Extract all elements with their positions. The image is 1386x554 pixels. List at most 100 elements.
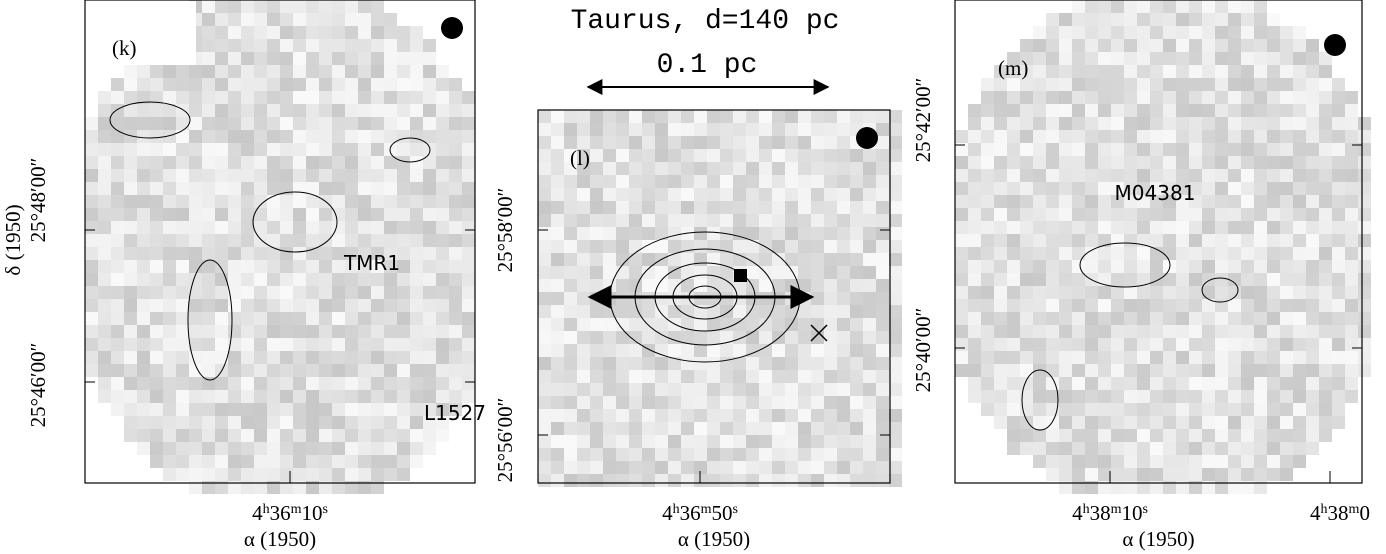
map-pixel xyxy=(332,312,345,325)
map-pixel xyxy=(837,227,850,240)
map-pixel xyxy=(358,416,371,429)
map-pixel xyxy=(1124,234,1137,247)
map-pixel xyxy=(1267,286,1280,299)
map-pixel xyxy=(551,344,564,357)
map-pixel xyxy=(1358,351,1371,364)
map-pixel xyxy=(397,377,410,390)
map-pixel xyxy=(124,299,137,312)
map-pixel xyxy=(746,422,759,435)
map-pixel xyxy=(1033,117,1046,130)
map-pixel xyxy=(1098,351,1111,364)
map-pixel xyxy=(397,39,410,52)
map-pixel xyxy=(1033,442,1046,455)
map-pixel xyxy=(655,149,668,162)
map-pixel xyxy=(1202,312,1215,325)
map-pixel xyxy=(837,383,850,396)
map-pixel xyxy=(1163,234,1176,247)
map-pixel xyxy=(1046,65,1059,78)
map-pixel xyxy=(215,221,228,234)
map-pixel xyxy=(397,221,410,234)
map-pixel xyxy=(332,286,345,299)
map-pixel xyxy=(111,312,124,325)
map-pixel xyxy=(280,377,293,390)
map-pixel xyxy=(332,416,345,429)
map-pixel xyxy=(280,91,293,104)
map-pixel xyxy=(1358,169,1371,182)
map-pixel xyxy=(1280,91,1293,104)
map-pixel xyxy=(564,474,577,487)
map-pixel xyxy=(811,214,824,227)
map-pixel xyxy=(358,312,371,325)
map-pixel xyxy=(772,214,785,227)
map-pixel xyxy=(811,461,824,474)
map-pixel xyxy=(564,201,577,214)
map-pixel xyxy=(603,331,616,344)
map-pixel xyxy=(293,364,306,377)
map-pixel xyxy=(423,234,436,247)
map-pixel xyxy=(1137,78,1150,91)
map-pixel xyxy=(1098,182,1111,195)
map-pixel xyxy=(590,240,603,253)
map-pixel xyxy=(436,429,449,442)
map-pixel xyxy=(981,104,994,117)
map-pixel xyxy=(384,377,397,390)
map-pixel xyxy=(694,461,707,474)
map-pixel xyxy=(228,221,241,234)
map-pixel xyxy=(1202,416,1215,429)
map-pixel xyxy=(720,240,733,253)
map-pixel xyxy=(202,273,215,286)
map-pixel xyxy=(1176,390,1189,403)
map-pixel xyxy=(681,162,694,175)
map-pixel xyxy=(1293,91,1306,104)
map-pixel xyxy=(968,156,981,169)
map-pixel xyxy=(655,110,668,123)
map-pixel xyxy=(371,312,384,325)
map-pixel xyxy=(1033,273,1046,286)
map-pixel xyxy=(1059,299,1072,312)
map-pixel xyxy=(85,221,98,234)
map-pixel xyxy=(345,13,358,26)
map-pixel xyxy=(384,299,397,312)
map-pixel xyxy=(215,208,228,221)
map-pixel xyxy=(746,409,759,422)
map-pixel xyxy=(1137,468,1150,481)
map-pixel xyxy=(1085,156,1098,169)
map-pixel xyxy=(1202,481,1215,494)
map-pixel xyxy=(267,130,280,143)
map-pixel xyxy=(137,156,150,169)
map-pixel xyxy=(267,286,280,299)
map-pixel xyxy=(889,409,902,422)
map-pixel xyxy=(681,331,694,344)
map-pixel xyxy=(306,0,319,13)
map-pixel xyxy=(889,448,902,461)
source-name: TMR1 xyxy=(343,251,400,275)
map-pixel xyxy=(785,162,798,175)
map-pixel xyxy=(616,318,629,331)
map-pixel xyxy=(1085,429,1098,442)
map-pixel xyxy=(1345,299,1358,312)
map-pixel xyxy=(889,474,902,487)
map-pixel xyxy=(811,279,824,292)
map-pixel xyxy=(1163,156,1176,169)
map-pixel xyxy=(1124,208,1137,221)
map-pixel xyxy=(358,208,371,221)
map-pixel xyxy=(968,299,981,312)
map-pixel xyxy=(1020,65,1033,78)
map-pixel xyxy=(1267,65,1280,78)
map-pixel xyxy=(215,481,228,494)
map-pixel xyxy=(1124,442,1137,455)
map-pixel xyxy=(551,279,564,292)
map-pixel xyxy=(564,214,577,227)
map-pixel xyxy=(1254,403,1267,416)
map-pixel xyxy=(1111,104,1124,117)
map-pixel xyxy=(1280,390,1293,403)
map-pixel xyxy=(358,403,371,416)
map-pixel xyxy=(202,286,215,299)
map-pixel xyxy=(1306,351,1319,364)
map-pixel xyxy=(968,377,981,390)
map-pixel xyxy=(1176,39,1189,52)
map-pixel xyxy=(1059,26,1072,39)
map-pixel xyxy=(228,104,241,117)
map-pixel xyxy=(1176,221,1189,234)
map-pixel xyxy=(319,364,332,377)
